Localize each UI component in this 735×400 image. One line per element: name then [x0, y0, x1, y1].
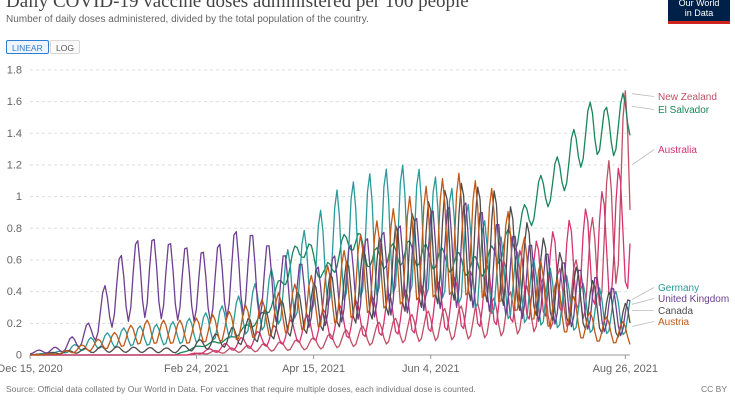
legend-label: Canada — [658, 306, 693, 317]
legend-label: Australia — [658, 145, 697, 156]
linear-scale-button[interactable]: LINEAR — [6, 40, 49, 54]
x-tick-label: Apr 15, 2021 — [282, 363, 345, 375]
logo-line-1: Our World — [678, 0, 720, 8]
y-tick-label: 1.6 — [7, 96, 22, 108]
x-axis: Dec 15, 2020 Feb 24, 2021 Apr 15, 2021 Jun … — [0, 355, 658, 375]
legend-label: El Salvador — [658, 105, 710, 116]
chart-title: Daily COVID-19 vaccine doses administere… — [6, 0, 469, 12]
y-tick-label: 0.8 — [7, 223, 22, 235]
x-tick-label: Aug 26, 2021 — [593, 363, 658, 375]
legend-connector — [631, 105, 655, 110]
legend-connector — [631, 93, 655, 97]
log-scale-button[interactable]: LOG — [50, 40, 80, 54]
legend-connector — [631, 287, 655, 300]
legend-connector — [631, 321, 655, 327]
legend-label: Austria — [658, 317, 690, 328]
x-tick-label: Jun 4, 2021 — [402, 363, 460, 375]
series-line-canada — [29, 182, 631, 356]
owid-logo[interactable]: Our World in Data — [668, 0, 730, 24]
legend-connector — [631, 298, 655, 305]
y-tick-label: 1.8 — [7, 64, 22, 76]
legend-label: United Kingdom — [658, 294, 729, 305]
chart-subtitle: Number of daily doses administered, divi… — [6, 14, 369, 25]
y-tick-label: 1.2 — [7, 159, 22, 171]
legend: New Zealand El Salvador Australia GermanyUn… — [631, 92, 729, 328]
y-tick-label: 1.4 — [7, 128, 22, 140]
x-tick-label: Feb 24, 2021 — [164, 363, 229, 375]
logo-accent-bar — [668, 21, 730, 24]
series-line-australia — [30, 167, 631, 356]
legend-connector — [631, 149, 655, 166]
series-line-austria — [29, 172, 631, 356]
legend-label: Germany — [658, 283, 699, 294]
y-tick-label: 0.4 — [7, 286, 22, 298]
series-line-germany — [29, 164, 631, 356]
series-lines — [29, 90, 631, 356]
logo-line-2: in Data — [684, 8, 714, 18]
source-note: Source: Official data collated by Our Wo… — [6, 384, 476, 394]
y-axis: 0 0.2 0.4 0.6 0.8 1 1.2 1.4 1.6 1.8 — [7, 64, 22, 361]
y-tick-label: 0.6 — [7, 254, 22, 266]
license-link[interactable]: CC BY — [701, 384, 727, 394]
legend-label: New Zealand — [658, 92, 717, 103]
y-tick-label: 1 — [16, 191, 22, 203]
y-tick-label: 0 — [16, 350, 22, 362]
y-tick-label: 0.2 — [7, 318, 22, 330]
x-tick-label: Dec 15, 2020 — [0, 363, 63, 375]
